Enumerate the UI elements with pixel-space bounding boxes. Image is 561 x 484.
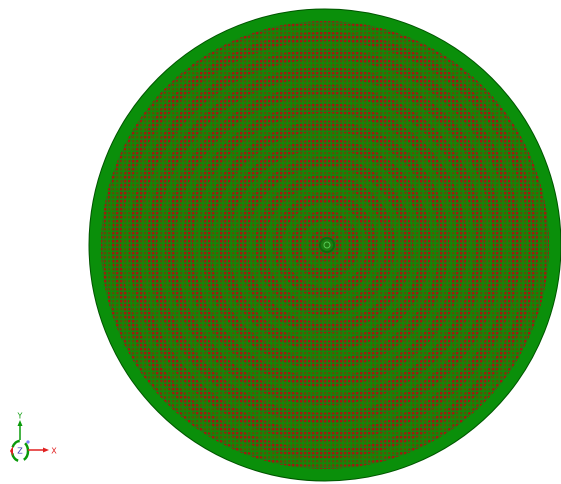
x-axis-head xyxy=(43,447,49,453)
ring xyxy=(175,95,475,395)
x-axis-tail xyxy=(10,446,13,456)
center-marker-inner xyxy=(323,241,331,249)
ring xyxy=(283,203,367,287)
ring xyxy=(247,167,403,323)
ring xyxy=(104,24,546,466)
axis-triad: Y Z X xyxy=(10,412,57,463)
z-axis-dot xyxy=(26,440,30,444)
center-marker xyxy=(319,237,335,253)
y-axis-head xyxy=(17,420,23,426)
y-axis-label: Y xyxy=(17,412,23,421)
ring xyxy=(229,149,421,341)
ring xyxy=(265,185,385,305)
z-axis-ring xyxy=(10,439,30,463)
ring xyxy=(121,41,529,449)
part-disc xyxy=(88,8,561,482)
ring xyxy=(157,77,493,413)
x-axis-label: X xyxy=(51,447,57,456)
ring xyxy=(193,113,457,377)
ring xyxy=(139,59,511,431)
ring xyxy=(211,131,439,359)
ring xyxy=(301,221,349,269)
z-axis-label: Z xyxy=(17,447,23,456)
